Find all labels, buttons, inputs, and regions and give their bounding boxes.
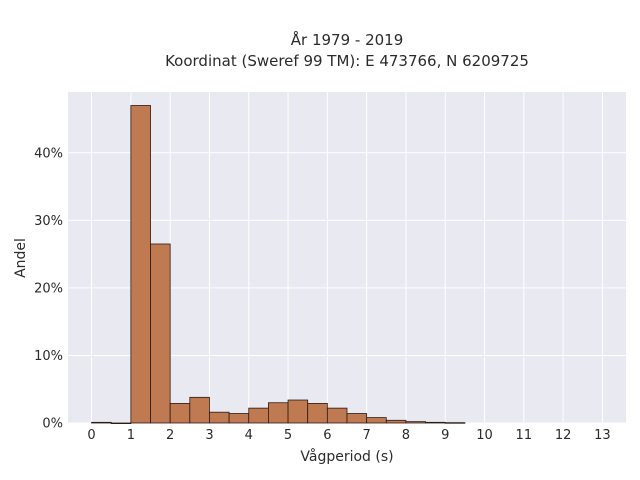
y-axis-ticks: 0% 10% 20% 30% 40% (34, 146, 63, 431)
x-tick-label: 5 (284, 428, 292, 443)
histogram-bar (326, 407, 348, 424)
x-tick-label: 6 (323, 428, 331, 443)
chart-title-line-2: Koordinat (Sweref 99 TM): E 473766, N 62… (165, 52, 529, 70)
x-tick-label: 0 (87, 428, 95, 443)
x-tick-label: 7 (363, 428, 371, 443)
histogram-bar (130, 105, 151, 424)
histogram-bar (346, 413, 368, 424)
histogram-bar (91, 421, 112, 424)
bars (91, 105, 466, 425)
histogram-bar (268, 402, 289, 424)
histogram-bar (209, 411, 230, 424)
histogram-bar (307, 403, 328, 424)
x-tick-label: 13 (594, 428, 611, 443)
x-tick-label: 10 (476, 428, 493, 443)
histogram-bar (366, 417, 387, 424)
chart-title-line-1: År 1979 - 2019 (291, 30, 404, 49)
x-tick-label: 3 (205, 428, 213, 443)
histogram-bar (444, 422, 466, 424)
histogram-bar (189, 396, 210, 424)
y-tick-label: 0% (42, 417, 63, 432)
x-tick-label: 1 (127, 428, 135, 443)
histogram-bar (385, 419, 407, 424)
histogram-bar (228, 413, 250, 424)
y-tick-label: 40% (34, 146, 63, 161)
histogram-bar (287, 399, 309, 424)
x-axis-label: Vågperiod (s) (300, 448, 393, 465)
histogram-bar (110, 422, 132, 425)
y-axis-label: Andel (13, 238, 29, 278)
x-tick-label: 2 (166, 428, 174, 443)
x-tick-label: 8 (402, 428, 410, 443)
histogram-bar (425, 421, 446, 424)
x-tick-label: 9 (441, 428, 449, 443)
histogram-bar (405, 421, 426, 424)
y-tick-label: 30% (34, 214, 63, 229)
x-axis-ticks: 0 1 2 3 4 5 6 7 8 9 10 11 12 13 (87, 428, 610, 443)
y-tick-label: 10% (34, 349, 63, 364)
histogram-bar (169, 403, 191, 424)
y-tick-label: 20% (34, 281, 63, 296)
x-tick-label: 4 (245, 428, 253, 443)
x-tick-label: 11 (516, 428, 533, 443)
histogram-bar (248, 407, 269, 424)
x-tick-label: 12 (555, 428, 572, 443)
histogram-bar (150, 243, 171, 424)
